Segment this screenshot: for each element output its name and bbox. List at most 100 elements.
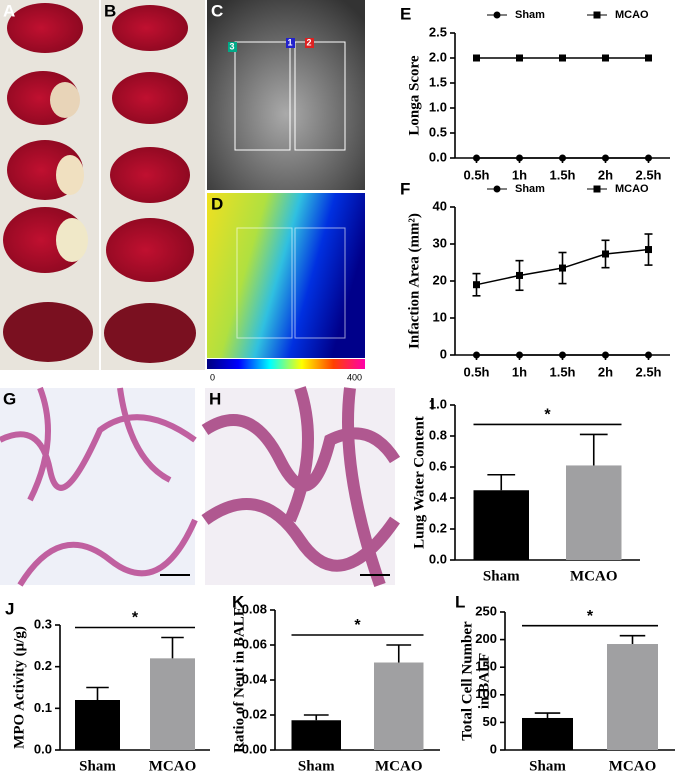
x-tick-label: 2.5h (635, 167, 661, 182)
marker (602, 154, 609, 162)
x-tick-label: 0.5h (463, 167, 489, 182)
y-tick-label: 250 (475, 603, 497, 618)
bar (75, 700, 120, 750)
y-tick-label: 0.0 (429, 149, 447, 164)
y-tick-label: 1.5 (429, 74, 447, 89)
x-tick-label: Sham (79, 758, 116, 772)
y-tick-label: 2.5 (429, 24, 447, 39)
brain-photos (0, 0, 205, 370)
marker (473, 351, 480, 359)
error-bar (619, 634, 646, 645)
error-bar (534, 712, 561, 718)
marker (559, 264, 566, 272)
marker (645, 54, 652, 62)
colorbar-label: 0 (210, 372, 215, 382)
imaging-photo (207, 0, 365, 190)
bar (150, 658, 195, 750)
marker (516, 271, 523, 279)
x-tick-label: 1h (512, 167, 527, 182)
annotation: * (544, 407, 551, 424)
marker (559, 351, 566, 359)
y-tick-label: 0.04 (242, 671, 268, 686)
y-tick-label: 0.00 (242, 741, 267, 756)
legend-label: MCAO (615, 183, 649, 195)
marker (473, 54, 480, 62)
y-axis-label: Longa Score (406, 55, 422, 135)
error-bar (161, 636, 184, 659)
bar (473, 490, 529, 560)
x-tick-label: Sham (483, 568, 520, 584)
y-tick-label: 10 (433, 309, 447, 324)
annotation: * (132, 610, 139, 627)
marker (516, 154, 523, 162)
marker (559, 154, 566, 162)
panel-letter: C (211, 1, 223, 20)
bar (522, 717, 573, 750)
y-tick-label: 0.3 (34, 616, 52, 631)
region-label: 3 (229, 41, 234, 51)
y-tick-label: 20 (433, 272, 447, 287)
x-tick-label: Sham (529, 758, 566, 772)
marker (602, 54, 609, 62)
colorbar (207, 359, 365, 369)
x-tick-label: MCAO (375, 758, 423, 772)
panel-letter: F (400, 179, 410, 198)
y-axis-label: Ratio of Neut in BALF (231, 607, 247, 753)
y-tick-label: 0.0 (429, 551, 447, 566)
annotation: * (354, 617, 361, 634)
region-label: 1 (287, 37, 292, 47)
x-tick-label: 1.5h (549, 167, 575, 182)
x-tick-label: 2.5h (635, 364, 661, 379)
y-tick-label: 0.06 (242, 636, 267, 651)
marker (645, 246, 652, 254)
y-tick-label: 0.02 (242, 706, 267, 721)
x-tick-label: MCAO (570, 568, 618, 584)
panel-letter: G (3, 389, 16, 408)
panel-letter: I (430, 394, 435, 413)
y-axis-label: Total Cell Number (459, 621, 475, 741)
region-box (294, 41, 346, 151)
region-label: 2 (306, 37, 311, 47)
y-tick-label: 0.6 (429, 458, 447, 473)
bar (566, 465, 622, 560)
y-tick-label: 100 (475, 686, 497, 701)
y-tick-label: 200 (475, 631, 497, 646)
error-bar (487, 473, 516, 491)
marker (516, 351, 523, 359)
y-tick-label: 50 (483, 714, 497, 729)
marker (473, 154, 480, 162)
x-tick-label: 1.5h (549, 364, 575, 379)
y-tick-label: 0.2 (429, 520, 447, 535)
marker (473, 281, 480, 289)
y-tick-label: 0.8 (429, 427, 447, 442)
y-tick-label: 0 (440, 346, 447, 361)
x-tick-label: 1h (512, 364, 527, 379)
x-tick-label: 0.5h (463, 364, 489, 379)
y-tick-label: 0.2 (34, 658, 52, 673)
marker (645, 154, 652, 162)
y-tick-label: 0 (490, 741, 497, 756)
histology-photo (0, 388, 195, 585)
marker (516, 54, 523, 62)
y-tick-label: 0.08 (242, 601, 267, 616)
marker (602, 351, 609, 359)
y-axis-label: in BALF (476, 653, 492, 709)
panel-letter: J (5, 599, 14, 618)
y-tick-label: 1.0 (429, 396, 447, 411)
panel-letter: K (232, 592, 245, 611)
panel-letter: D (211, 194, 223, 213)
y-axis-label: MPO Activity (μ/g) (11, 626, 27, 749)
region-box (234, 41, 291, 151)
colorbar-label: 400 (347, 372, 362, 382)
marker (645, 351, 652, 359)
panel-letter: L (455, 592, 465, 611)
marker (602, 250, 609, 258)
y-axis-label: Lung Water Content (411, 416, 427, 549)
error-bar (386, 644, 412, 663)
y-tick-label: 0.5 (429, 124, 447, 139)
legend-label: Sham (515, 9, 545, 21)
y-tick-label: 2.0 (429, 49, 447, 64)
error-bar (303, 714, 329, 721)
y-axis-label: Infaction Area (mm²) (406, 213, 422, 349)
annotation: * (587, 608, 594, 625)
